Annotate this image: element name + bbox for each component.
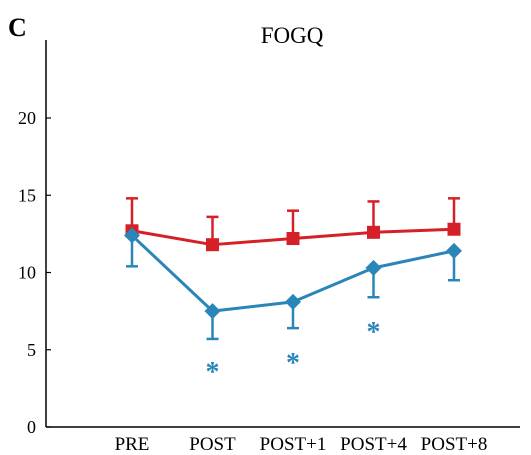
x-tick-label: POST+8 bbox=[421, 434, 488, 455]
y-tick-label: 5 bbox=[27, 340, 36, 360]
axis-ticks: 0 5 10 15 20 PRE POST POST+1 POST+4 POST+8 bbox=[18, 108, 487, 455]
data-point-square bbox=[447, 222, 461, 236]
series-layer bbox=[124, 197, 462, 341]
series-2 bbox=[124, 227, 462, 341]
x-tick-label: POST+4 bbox=[340, 434, 407, 455]
x-tick-label: PRE bbox=[115, 434, 150, 455]
y-tick-label: 10 bbox=[18, 263, 36, 283]
x-tick-label: POST bbox=[189, 434, 236, 455]
data-point-square bbox=[286, 232, 300, 246]
data-point-square bbox=[367, 225, 380, 239]
data-point-diamond bbox=[204, 303, 221, 320]
y-tick-label: 0 bbox=[27, 417, 36, 437]
significance-marker: * bbox=[206, 357, 220, 388]
panel-label: C bbox=[8, 13, 27, 42]
axes bbox=[45, 40, 520, 428]
x-tick-label: POST+1 bbox=[260, 434, 327, 455]
significance-marker: * bbox=[367, 317, 381, 348]
y-tick-label: 20 bbox=[18, 108, 36, 128]
chart-title: FOGQ bbox=[261, 23, 324, 48]
y-tick-label: 15 bbox=[18, 185, 36, 205]
data-point-diamond bbox=[365, 259, 382, 276]
data-point-diamond bbox=[446, 242, 462, 259]
data-point-diamond bbox=[285, 293, 301, 310]
data-point-diamond bbox=[124, 227, 140, 244]
significance-layer: * * * bbox=[206, 317, 381, 388]
significance-marker: * bbox=[286, 348, 300, 379]
data-point-square bbox=[206, 238, 219, 252]
series-1 bbox=[125, 197, 461, 252]
